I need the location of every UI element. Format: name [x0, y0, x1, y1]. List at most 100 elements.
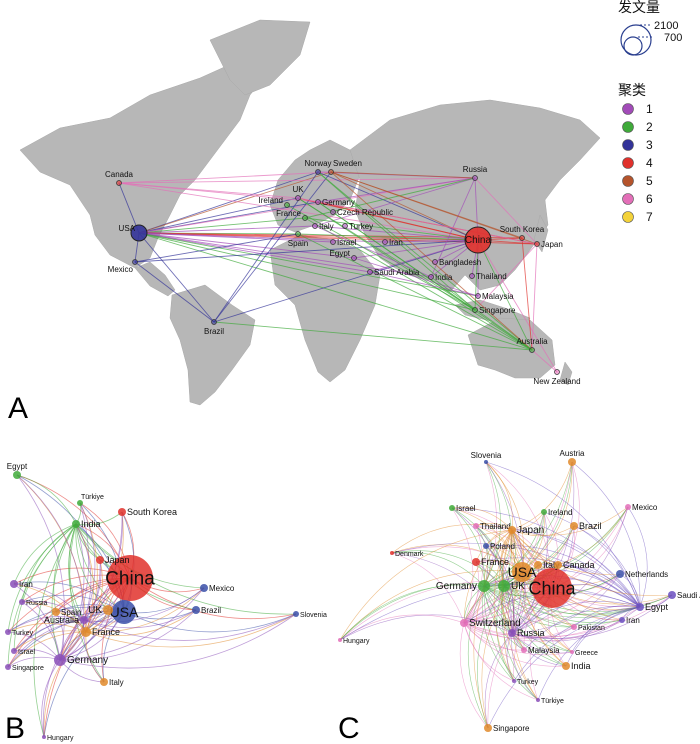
- map-node-label: India: [435, 273, 453, 282]
- map-link: [138, 171, 332, 234]
- network-link: [503, 511, 545, 587]
- network-node-hungary: [42, 735, 46, 739]
- map-link: [330, 171, 523, 239]
- map-node-label: Russia: [463, 165, 488, 174]
- size-legend-value: 2100: [654, 20, 678, 32]
- legend: 发文量 2100 700 聚类 1 2 3 4 5 6 7: [618, 0, 682, 224]
- world-map-panel: USA China Canada Mexico Brazil Norway Sweden UK…: [8, 19, 601, 425]
- network-link: [511, 506, 629, 634]
- network-node-egypt: [13, 471, 21, 479]
- network-node-france: [472, 558, 480, 566]
- map-link: [314, 225, 432, 278]
- network-link: [85, 613, 297, 648]
- network-node-label: China: [105, 569, 155, 590]
- network-node-france: [81, 627, 91, 637]
- network-link: [463, 622, 573, 656]
- network-link: [75, 523, 92, 621]
- network-link: [43, 631, 87, 738]
- map-link: [430, 276, 533, 351]
- network-link: [473, 529, 513, 729]
- network-link: [511, 529, 641, 608]
- network-link: [511, 606, 641, 639]
- network-link: [482, 585, 515, 682]
- network-link: [83, 609, 197, 629]
- network-node-label: Germany: [67, 655, 108, 666]
- network-b-panel: China USA Egypt Türkiye South Korea India Japa…: [5, 462, 327, 744]
- network-node-label: Mexico: [209, 584, 235, 593]
- network-node-label: Hungary: [343, 638, 370, 645]
- map-node-south-korea: [519, 235, 525, 241]
- map-link: [134, 239, 479, 263]
- map-node-china: [464, 226, 492, 254]
- cluster-legend-swatch: [622, 157, 634, 169]
- network-node-label: Denmark: [395, 551, 424, 558]
- network-link: [451, 507, 505, 587]
- network-node-russia: [19, 599, 25, 605]
- map-node-uk: [295, 195, 301, 201]
- map-link: [297, 197, 533, 351]
- network-link: [503, 506, 629, 587]
- network-node-label: Türkiye: [81, 494, 104, 501]
- network-node-turkiye: [77, 500, 83, 506]
- map-link: [317, 171, 479, 241]
- network-node-ireland: [541, 509, 547, 515]
- network-node-thailand: [473, 523, 479, 529]
- network-node-label: Israel: [18, 649, 36, 656]
- network-link: [475, 525, 514, 634]
- network-link: [391, 524, 513, 554]
- network-node-label: Spain: [61, 608, 81, 617]
- cluster-legend-label: 5: [646, 174, 653, 188]
- network-link: [75, 523, 109, 611]
- map-node-label: Iran: [389, 238, 403, 247]
- map-node-label: Ireland: [259, 196, 283, 205]
- network-node-austria: [568, 458, 576, 466]
- network-link: [511, 626, 575, 639]
- network-node-label: Slovenia: [471, 451, 502, 460]
- map-link: [138, 232, 371, 273]
- map-node-czech-republic: [330, 209, 336, 215]
- network-node-singapore: [5, 664, 11, 670]
- network-link: [85, 587, 205, 633]
- map-node-label: Italy: [319, 222, 334, 231]
- map-link: [314, 225, 479, 241]
- network-link: [483, 511, 545, 587]
- network-link: [485, 461, 523, 634]
- network-link: [13, 583, 61, 661]
- network-link: [503, 585, 623, 623]
- network-link: [123, 611, 297, 633]
- network-node-turkiye: [536, 698, 540, 702]
- network-link: [59, 587, 205, 661]
- network-link: [573, 525, 641, 608]
- network-node-label: Australia: [44, 615, 79, 625]
- network-link: [511, 564, 539, 634]
- network-node-label: France: [92, 627, 120, 637]
- network-link: [463, 620, 513, 634]
- map-node-egypt: [351, 255, 357, 261]
- network-link: [463, 461, 573, 624]
- network-node-singapore: [484, 724, 492, 732]
- network-node-hungary: [338, 638, 342, 642]
- network-node-label: Germany: [436, 581, 477, 592]
- network-node-japan: [508, 526, 516, 534]
- network-node-label: Iran: [19, 580, 33, 589]
- network-node-label: Mexico: [632, 503, 658, 512]
- map-link: [118, 171, 332, 184]
- map-node-label: Bangladesh: [439, 258, 481, 267]
- map-node-label: Egypt: [330, 249, 351, 258]
- map-node-thailand: [469, 273, 475, 279]
- network-node-iran: [619, 617, 625, 623]
- map-node-label: Saudi Arabia: [374, 268, 420, 277]
- network-link: [511, 632, 539, 701]
- network-link: [459, 622, 489, 729]
- network-node-israel: [449, 505, 455, 511]
- greenland-shape: [209, 19, 311, 96]
- map-node-label: Norway: [304, 159, 331, 168]
- network-link: [463, 622, 515, 682]
- network-link: [523, 605, 641, 651]
- network-node-spain: [52, 608, 60, 616]
- network-node-label: Russia: [26, 600, 48, 607]
- network-node-label: Slovenia: [300, 612, 327, 619]
- network-link: [13, 581, 125, 613]
- network-link: [483, 585, 525, 651]
- map-link: [477, 239, 533, 351]
